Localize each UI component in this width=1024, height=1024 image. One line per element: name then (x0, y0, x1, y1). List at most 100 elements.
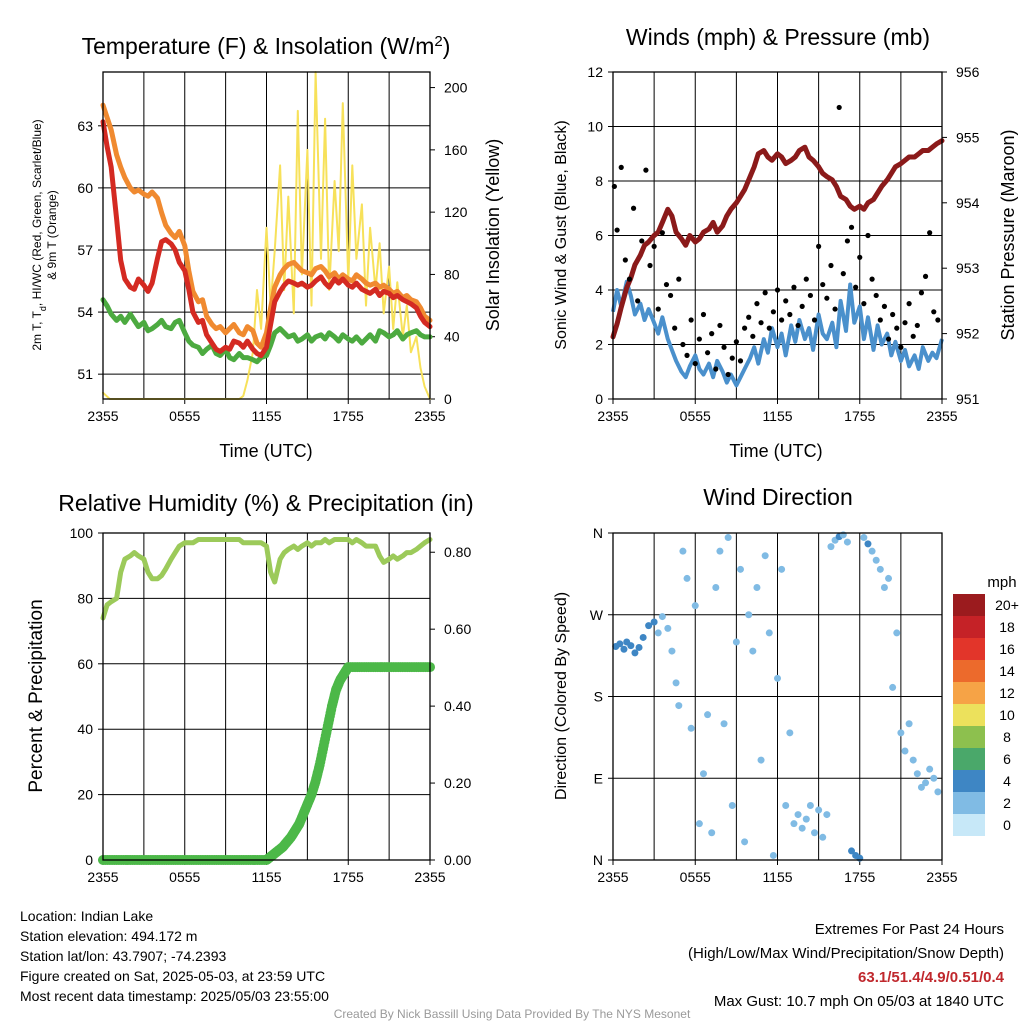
y-tick-label: 0 (595, 391, 603, 407)
y-tick-label: 0 (85, 852, 93, 868)
elevation-text: Station elevation: 494.172 m (20, 928, 198, 944)
colorbar-label: 10 (999, 707, 1015, 723)
x-tick-label: 1755 (333, 869, 364, 885)
winds-ylabel: Sonic Wind & Gust (Blue, Black) (553, 120, 570, 349)
direction-point (885, 574, 893, 582)
direction-point (864, 540, 872, 548)
gust-point (725, 371, 731, 378)
colorbar-label: 2 (1003, 795, 1011, 811)
gust-point (680, 341, 686, 348)
y2-tick-label: 0 (444, 391, 452, 407)
x-tick-label: 0555 (169, 408, 200, 424)
gust-point (626, 276, 633, 282)
gust-point (803, 276, 809, 282)
x-tick-label: 1155 (762, 869, 792, 885)
direction-point (782, 802, 790, 809)
gust-point (659, 230, 665, 236)
gust-point (630, 205, 637, 211)
gust-point (787, 311, 793, 318)
colorbar-swatch (953, 594, 985, 616)
humidity-precip-chart: 2355 0555 1155 1755 23550204060801000.000.20… (70, 525, 472, 885)
gust-point (672, 325, 678, 331)
y2-tick-label: 120 (444, 204, 468, 220)
created-text: Figure created on Sat, 2025-05-03, at 23… (20, 968, 326, 984)
temperature-y2label: Solar Insolation (Yellow) (483, 139, 503, 331)
colorbar-swatch (953, 660, 985, 682)
gust-point (647, 262, 653, 269)
direction-point (922, 779, 930, 787)
direction-point (897, 729, 905, 737)
gust-point (857, 254, 863, 260)
direction-point (639, 633, 647, 641)
colorbar-swatch (953, 748, 985, 770)
colorbar-swatch (953, 704, 985, 726)
x-tick-label: 1755 (844, 869, 875, 885)
gust-point (832, 306, 838, 312)
direction-point (749, 647, 757, 655)
direction-point (893, 629, 901, 637)
y-tick-label: 6 (595, 228, 603, 244)
series-line (100, 297, 433, 365)
y2-tick-label: 80 (444, 266, 460, 282)
direction-point (794, 811, 802, 819)
gust-point (873, 292, 879, 299)
gust-point (820, 281, 826, 288)
gust-point (717, 322, 723, 329)
gust-point (906, 301, 912, 307)
colorbar-swatch (953, 726, 985, 748)
direction-point (720, 720, 728, 728)
gust-point (811, 317, 818, 323)
plot-border (102, 71, 431, 400)
direction-point (704, 711, 712, 719)
direction-point (880, 584, 888, 591)
direction-point (774, 674, 781, 682)
y-tick-label: N (593, 525, 603, 541)
colorbar-label: 16 (999, 641, 1015, 657)
direction-point (732, 638, 740, 646)
gust-point (824, 295, 830, 301)
direction-point (679, 547, 687, 555)
direction-point (675, 702, 683, 710)
direction-point (650, 618, 658, 626)
gust-point (721, 344, 727, 350)
gust-point (807, 292, 814, 299)
direction-point (917, 783, 925, 791)
direction-point (790, 820, 798, 828)
humidity-title: Relative Humidity (%) & Precipitation (i… (58, 490, 473, 516)
direction-point (909, 756, 917, 764)
direction-point (687, 724, 695, 732)
x-tick-label: 1155 (762, 408, 792, 424)
gust-point (737, 358, 744, 364)
gust-point (696, 336, 702, 342)
extremes-box: Extremes For Past 24 Hours (High/Low/Max… (688, 918, 1004, 1014)
temperature-chart: 2355 0555 1155 1755 2355 51 54 57 60 63 0 40 80 120 16… (77, 71, 468, 424)
plot-border (612, 71, 943, 400)
gust-point (795, 322, 801, 329)
winds-xlabel: Time (UTC) (729, 441, 822, 461)
gust-point (816, 243, 822, 249)
direction-point (753, 584, 761, 591)
gust-point (667, 292, 674, 299)
temperature-xlabel: Time (UTC) (219, 441, 312, 461)
winds-title: Winds (mph) & Pressure (mb) (626, 24, 930, 50)
gust-point (877, 317, 883, 323)
gust-point (676, 276, 682, 282)
y-tick-label: 100 (70, 525, 94, 541)
extremes-values: 63.1/51.4/4.9/0.51/0.4 (858, 969, 1004, 986)
gust-point (762, 290, 768, 296)
gust-point (848, 224, 855, 230)
x-tick-label: 2355 (926, 869, 957, 885)
latlon-text: Station lat/lon: 43.7907; -74.2393 (20, 948, 227, 964)
x-tick-label: 1155 (251, 408, 281, 424)
gust-point (684, 352, 690, 358)
y-tick-label: S (594, 689, 603, 705)
direction-point (654, 629, 662, 637)
y-tick-label: 4 (595, 282, 603, 298)
gust-point (918, 290, 925, 296)
direction-point (736, 565, 744, 573)
direction-point (872, 556, 880, 564)
direction-point (708, 829, 716, 837)
gust-point (836, 104, 842, 111)
temperature-title: Temperature (F) & Insolation (W/m2) (82, 33, 451, 60)
gust-point (639, 238, 645, 244)
